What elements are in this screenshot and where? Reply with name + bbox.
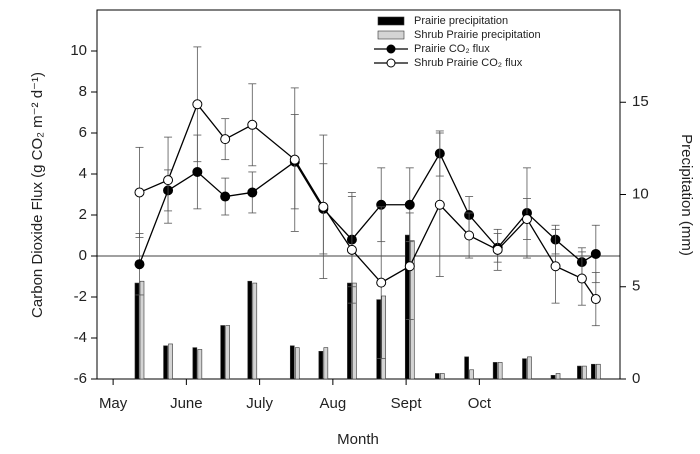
- bar: [168, 343, 173, 380]
- legend-marker: [386, 44, 396, 54]
- bar: [192, 347, 198, 380]
- flux-point: [220, 134, 231, 145]
- bar: [435, 373, 440, 380]
- y-tick-label: 2: [79, 206, 87, 223]
- y-tick-label: -4: [74, 329, 87, 346]
- y-tick-label: 10: [70, 42, 87, 59]
- bar: [550, 375, 556, 380]
- flux-point: [492, 244, 503, 255]
- flux-point: [521, 214, 532, 225]
- y-tick-label: 4: [79, 165, 87, 182]
- flux-point: [318, 201, 329, 212]
- y2-tick-label: 5: [632, 278, 640, 295]
- flux-point: [464, 230, 475, 241]
- bar: [163, 345, 168, 380]
- bar: [323, 347, 329, 380]
- plot-frame: [96, 9, 621, 380]
- flux-point: [289, 154, 300, 165]
- flux-point: [220, 191, 231, 202]
- bar: [409, 240, 415, 380]
- flux-point: [192, 166, 203, 177]
- bar: [252, 282, 258, 380]
- bar: [527, 356, 532, 380]
- flux-point: [434, 199, 445, 210]
- flux-line: [139, 103, 597, 300]
- y2-tick-label: 10: [632, 185, 649, 202]
- bar: [197, 349, 203, 380]
- bar: [492, 362, 498, 380]
- x-tick-label: July: [246, 395, 273, 412]
- x-tick-label: May: [99, 395, 128, 412]
- flux-point: [247, 187, 258, 198]
- x-tick-label: Oct: [468, 395, 492, 412]
- flux-point: [404, 199, 415, 210]
- bar: [596, 363, 601, 380]
- flux-point: [134, 259, 145, 270]
- flux-point: [376, 277, 387, 288]
- y-tick-label: -6: [74, 370, 87, 387]
- bar: [555, 373, 561, 380]
- bar: [247, 280, 253, 380]
- flux-point: [346, 244, 357, 255]
- y2-tick-label: 15: [632, 93, 649, 110]
- bar: [134, 282, 140, 380]
- bar: [591, 363, 596, 380]
- flux-point: [247, 119, 258, 130]
- y2-axis-label: Precipitation (mm): [678, 134, 695, 256]
- y-tick-label: 6: [79, 124, 87, 141]
- flux-point: [163, 175, 174, 186]
- y-tick-label: -2: [74, 288, 87, 305]
- bar: [469, 369, 474, 380]
- legend-label: Prairie precipitation: [414, 15, 508, 27]
- bar: [376, 299, 382, 380]
- y2-tick-label: 0: [632, 370, 640, 387]
- x-tick-label: June: [170, 395, 203, 412]
- flux-point: [192, 99, 203, 110]
- bar: [582, 365, 587, 380]
- flux-point: [134, 187, 145, 198]
- legend-label: Prairie CO₂ flux: [414, 43, 490, 55]
- legend-label: Shrub Prairie precipitation: [414, 29, 541, 41]
- bar: [318, 351, 324, 380]
- bar: [497, 362, 503, 380]
- bar: [352, 282, 357, 380]
- legend-marker: [386, 58, 396, 68]
- y-tick-label: 0: [79, 247, 87, 264]
- bar: [522, 358, 527, 380]
- x-tick-label: Sept: [391, 395, 423, 412]
- legend-label: Shrub Prairie CO₂ flux: [414, 57, 523, 69]
- flux-point: [590, 294, 601, 305]
- flux-point: [576, 273, 587, 284]
- bar: [139, 280, 145, 380]
- y-axis-label: Carbon Dioxide Flux (g CO₂ m⁻² d⁻¹): [29, 72, 46, 318]
- x-tick-label: Aug: [320, 395, 347, 412]
- bar: [440, 373, 445, 380]
- legend-swatch: [377, 30, 405, 40]
- y-tick-label: 8: [79, 83, 87, 100]
- legend-swatch: [377, 16, 405, 26]
- bar: [347, 282, 352, 380]
- bar: [289, 345, 295, 380]
- bar: [225, 325, 230, 380]
- flux-point: [550, 261, 561, 272]
- x-axis-label: Month: [337, 431, 379, 448]
- bar: [381, 295, 387, 380]
- bar: [577, 365, 582, 380]
- bar: [220, 325, 225, 380]
- flux-point: [590, 248, 601, 259]
- bar: [404, 234, 410, 380]
- flux-point: [404, 261, 415, 272]
- bar: [464, 356, 469, 380]
- bar: [294, 347, 300, 380]
